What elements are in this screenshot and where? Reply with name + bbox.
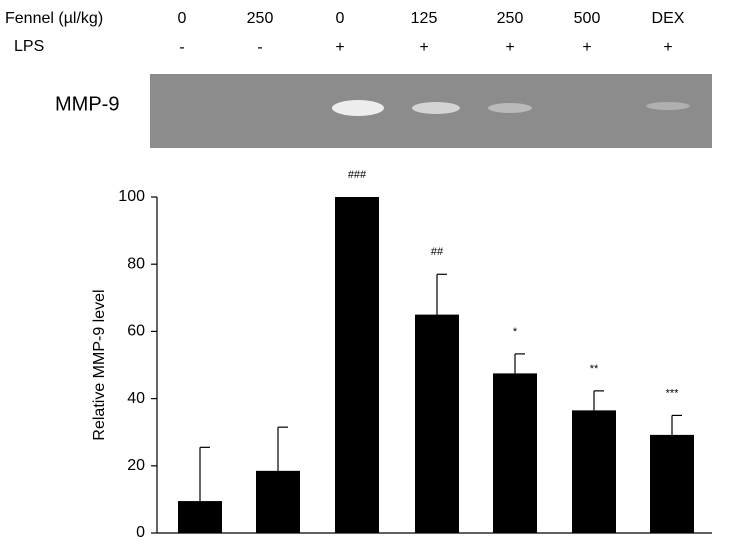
significance-label: *** xyxy=(666,387,680,399)
lps-sign: - xyxy=(179,39,184,56)
bar xyxy=(415,314,459,533)
significance-label: ### xyxy=(348,169,367,181)
treatment-label: Fennel (µl/kg) xyxy=(5,10,103,27)
y-tick-label: 0 xyxy=(136,524,145,541)
gel-bands xyxy=(332,100,690,116)
bar xyxy=(493,373,537,533)
bar xyxy=(650,434,694,533)
bar xyxy=(335,197,379,533)
bar xyxy=(178,501,222,533)
y-tick-label: 60 xyxy=(127,323,145,340)
dose-label: DEX xyxy=(652,10,685,27)
y-axis-label: Relative MMP-9 level xyxy=(91,289,108,440)
y-tick-label: 20 xyxy=(127,457,145,474)
y-tick-label: 100 xyxy=(118,188,145,205)
dose-label: 250 xyxy=(247,10,274,27)
bar xyxy=(256,470,300,533)
significance-label: ** xyxy=(590,363,599,375)
lps-sign: + xyxy=(335,39,344,56)
lps-label: LPS xyxy=(14,38,44,55)
dose-label: 125 xyxy=(411,10,438,27)
y-tick-label: 80 xyxy=(127,255,145,272)
blot-label: MMP-9 xyxy=(55,93,119,115)
y-tick-label: 40 xyxy=(127,390,145,407)
dose-label: 0 xyxy=(178,10,187,27)
significance-label: ## xyxy=(431,246,444,258)
dose-label: 250 xyxy=(497,10,524,27)
dose-label: 0 xyxy=(336,10,345,27)
lps-sign: + xyxy=(663,39,672,56)
lps-sign: - xyxy=(257,39,262,56)
bar xyxy=(572,410,616,533)
lps-sign: + xyxy=(582,39,591,56)
lps-sign: + xyxy=(505,39,514,56)
dose-label: 500 xyxy=(574,10,601,27)
lps-sign: + xyxy=(419,39,428,56)
significance-label: * xyxy=(513,326,518,338)
